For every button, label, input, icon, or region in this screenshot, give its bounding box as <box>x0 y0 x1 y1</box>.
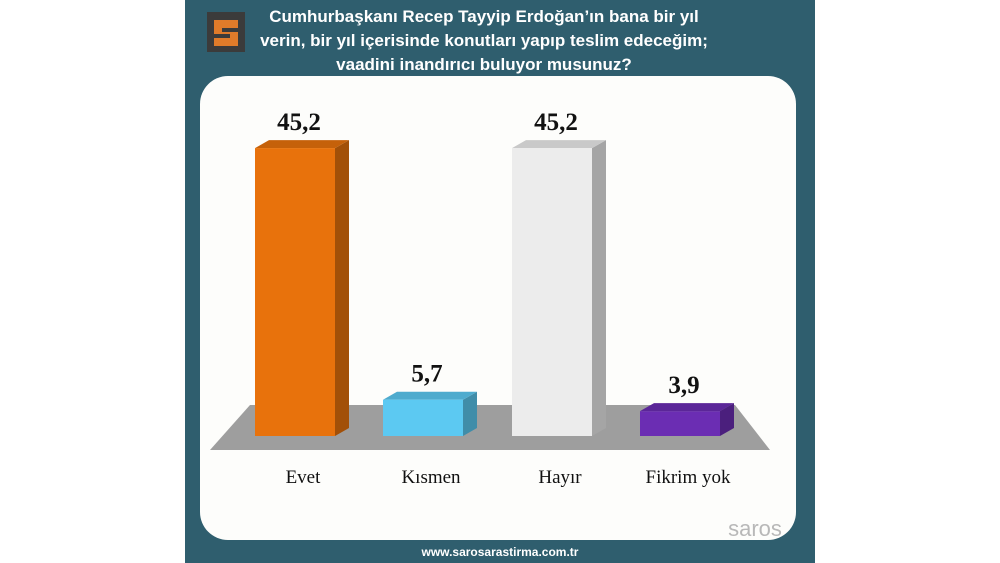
value-label: 45,2 <box>277 109 321 136</box>
bar-top <box>512 140 606 149</box>
bar <box>383 399 463 436</box>
x-tick-label: Kısmen <box>401 467 461 488</box>
watermark: saros <box>728 516 782 541</box>
bar-top <box>640 403 734 412</box>
value-label: 5,7 <box>411 361 442 388</box>
bar <box>255 148 335 437</box>
bar <box>512 148 592 437</box>
bar <box>640 411 720 436</box>
floor <box>210 405 770 450</box>
bar-side <box>335 140 349 437</box>
bars: 45,2 Evet 5,7 Kısmen 45,2 Hayır 3,9 Fikrim yok <box>255 109 734 488</box>
value-label: 45,2 <box>534 109 578 136</box>
value-label: 3,9 <box>668 372 699 399</box>
title-line: vaadini inandırıcı buluyor musunuz? <box>336 55 632 74</box>
source-url: www.sarosarastirma.com.tr <box>421 545 579 559</box>
title-line: Cumhurbaşkanı Recep Tayyip Erdoğan’ın ba… <box>269 7 699 26</box>
chart-title: Cumhurbaşkanı Recep Tayyip Erdoğan’ın ba… <box>260 7 708 74</box>
bar-top <box>255 140 349 149</box>
bar-side <box>463 391 477 436</box>
bar-side <box>592 140 606 437</box>
bar-side <box>720 403 734 436</box>
logo <box>207 12 245 52</box>
x-tick-label: Evet <box>286 467 322 488</box>
x-tick-label: Hayır <box>538 467 582 488</box>
bar-top <box>383 391 477 400</box>
title-line: verin, bir yıl içerisinde konutları yapı… <box>260 31 708 50</box>
x-tick-label: Fikrim yok <box>646 467 731 488</box>
